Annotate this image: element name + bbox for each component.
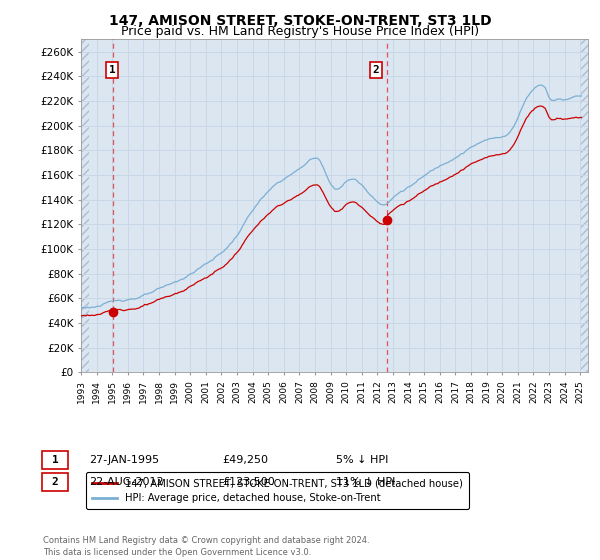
Text: 22-AUG-2012: 22-AUG-2012 bbox=[89, 477, 163, 487]
Text: 147, AMISON STREET, STOKE-ON-TRENT, ST3 1LD: 147, AMISON STREET, STOKE-ON-TRENT, ST3 … bbox=[109, 14, 491, 28]
Text: 1: 1 bbox=[52, 455, 59, 465]
Legend: 147, AMISON STREET, STOKE-ON-TRENT, ST3 1LD (detached house), HPI: Average price: 147, AMISON STREET, STOKE-ON-TRENT, ST3 … bbox=[86, 473, 469, 510]
Bar bbox=[81, 39, 89, 372]
Text: Contains HM Land Registry data © Crown copyright and database right 2024.
This d: Contains HM Land Registry data © Crown c… bbox=[43, 536, 370, 557]
Text: 2: 2 bbox=[373, 65, 379, 75]
Text: 11% ↓ HPI: 11% ↓ HPI bbox=[336, 477, 395, 487]
Text: 5% ↓ HPI: 5% ↓ HPI bbox=[336, 455, 388, 465]
Bar bbox=[580, 39, 590, 372]
Text: 1: 1 bbox=[109, 65, 116, 75]
Text: £123,500: £123,500 bbox=[222, 477, 275, 487]
Text: 2: 2 bbox=[52, 477, 59, 487]
Text: £49,250: £49,250 bbox=[222, 455, 268, 465]
Text: 27-JAN-1995: 27-JAN-1995 bbox=[89, 455, 159, 465]
Text: Price paid vs. HM Land Registry's House Price Index (HPI): Price paid vs. HM Land Registry's House … bbox=[121, 25, 479, 38]
